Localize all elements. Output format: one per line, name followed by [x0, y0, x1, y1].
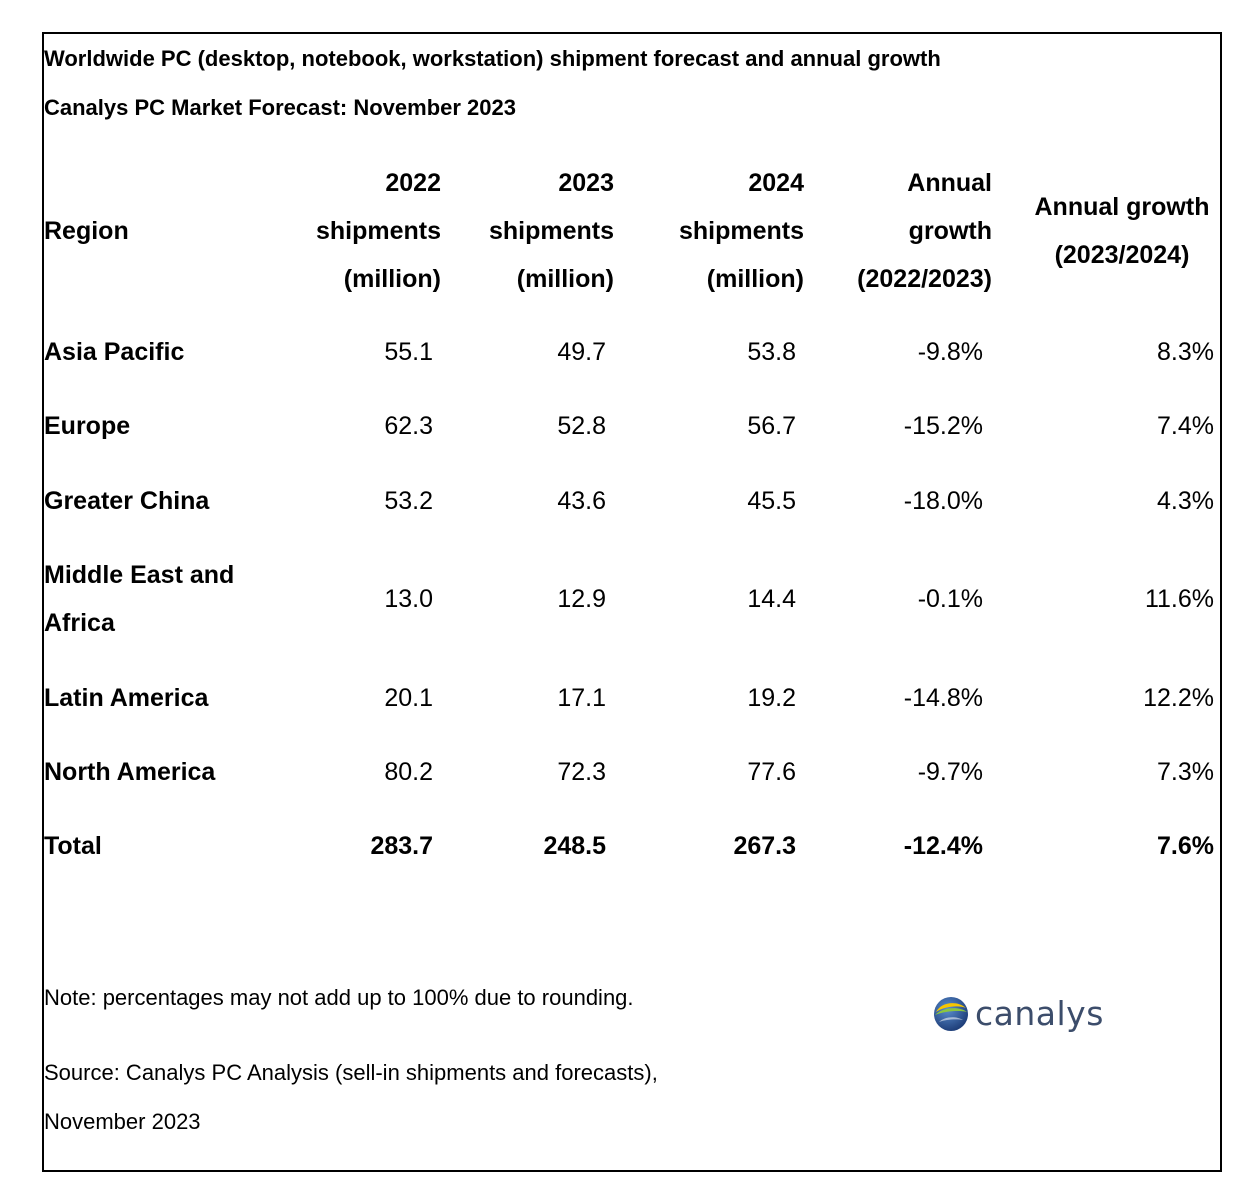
region-cell: Latin America	[44, 684, 209, 712]
table-row: Europe 62.3 52.8 56.7 -15.2% 7.4%	[44, 402, 1216, 452]
footnote: Note: percentages may not add up to 100%…	[44, 985, 634, 1010]
value-cell: 80.2	[384, 758, 433, 786]
growth-cell: 7.4%	[1157, 412, 1214, 440]
value-cell: 49.7	[557, 338, 606, 366]
region-cell: Asia Pacific	[44, 338, 185, 366]
growth-cell: -15.2%	[903, 412, 983, 440]
table-subtitle: Canalys PC Market Forecast: November 202…	[44, 95, 516, 120]
value-cell: 283.7	[370, 832, 433, 860]
growth-cell: 12.2%	[1143, 684, 1214, 712]
source-note: Source: Canalys PC Analysis (sell-in shi…	[44, 1048, 744, 1146]
growth-cell: -12.4%	[903, 832, 983, 860]
growth-cell: -9.7%	[917, 758, 983, 786]
growth-cell: -18.0%	[903, 487, 983, 515]
value-cell: 45.5	[747, 487, 796, 515]
header-growth-2022-2023: Annual growth (2022/2023)	[857, 169, 992, 293]
header-2024-shipments: 2024 shipments (million)	[678, 169, 804, 293]
header-2022-shipments: 2022 shipments (million)	[315, 169, 441, 293]
value-cell: 77.6	[747, 758, 796, 786]
value-cell: 267.3	[733, 832, 796, 860]
value-cell: 52.8	[557, 412, 606, 440]
table-row: Middle East and Africa 13.0 12.9 14.4 -0…	[44, 551, 1216, 649]
table-frame	[42, 32, 1222, 1172]
value-cell: 12.9	[557, 585, 606, 613]
region-cell: North America	[44, 758, 216, 786]
growth-cell: 7.6%	[1157, 832, 1214, 860]
region-cell: Europe	[44, 412, 131, 440]
table-row: Asia Pacific 55.1 49.7 53.8 -9.8% 8.3%	[44, 328, 1216, 378]
value-cell: 53.8	[747, 338, 796, 366]
table-row: Latin America 20.1 17.1 19.2 -14.8% 12.2…	[44, 674, 1216, 724]
value-cell: 56.7	[747, 412, 796, 440]
header-region: Region	[44, 217, 129, 245]
value-cell: 13.0	[384, 585, 433, 613]
value-cell: 53.2	[384, 487, 433, 515]
region-cell: Greater China	[44, 487, 210, 515]
growth-cell: 4.3%	[1157, 487, 1214, 515]
value-cell: 62.3	[384, 412, 433, 440]
value-cell: 17.1	[557, 684, 606, 712]
source-text: Source: Canalys PC Analysis (sell-in shi…	[44, 1060, 658, 1134]
growth-cell: 8.3%	[1157, 338, 1214, 366]
table-title: Worldwide PC (desktop, notebook, worksta…	[44, 46, 941, 71]
region-cell: Total	[44, 832, 102, 860]
growth-cell: 11.6%	[1144, 585, 1214, 613]
canalys-globe-icon	[934, 997, 968, 1031]
value-cell: 14.4	[747, 585, 796, 613]
value-cell: 248.5	[543, 832, 606, 860]
table-row-total: Total 283.7 248.5 267.3 -12.4% 7.6%	[44, 822, 1216, 872]
value-cell: 43.6	[557, 487, 606, 515]
value-cell: 20.1	[384, 684, 433, 712]
canalys-logo: canalys	[933, 994, 1104, 1034]
header-growth-2023-2024: Annual growth (2023/2024)	[1034, 193, 1210, 269]
value-cell: 72.3	[557, 758, 606, 786]
growth-cell: 7.3%	[1157, 758, 1214, 786]
growth-cell: -14.8%	[903, 684, 983, 712]
region-cell: Middle East and Africa	[44, 561, 235, 637]
header-2023-shipments: 2023 shipments (million)	[488, 169, 614, 293]
table-row: North America 80.2 72.3 77.6 -9.7% 7.3%	[44, 748, 1216, 798]
growth-cell: -0.1%	[917, 585, 983, 613]
value-cell: 19.2	[747, 684, 796, 712]
growth-cell: -9.8%	[917, 338, 983, 366]
table-row: Greater China 53.2 43.6 45.5 -18.0% 4.3%	[44, 477, 1216, 527]
canalys-logo-text: canalys	[975, 994, 1104, 1033]
value-cell: 55.1	[384, 338, 433, 366]
